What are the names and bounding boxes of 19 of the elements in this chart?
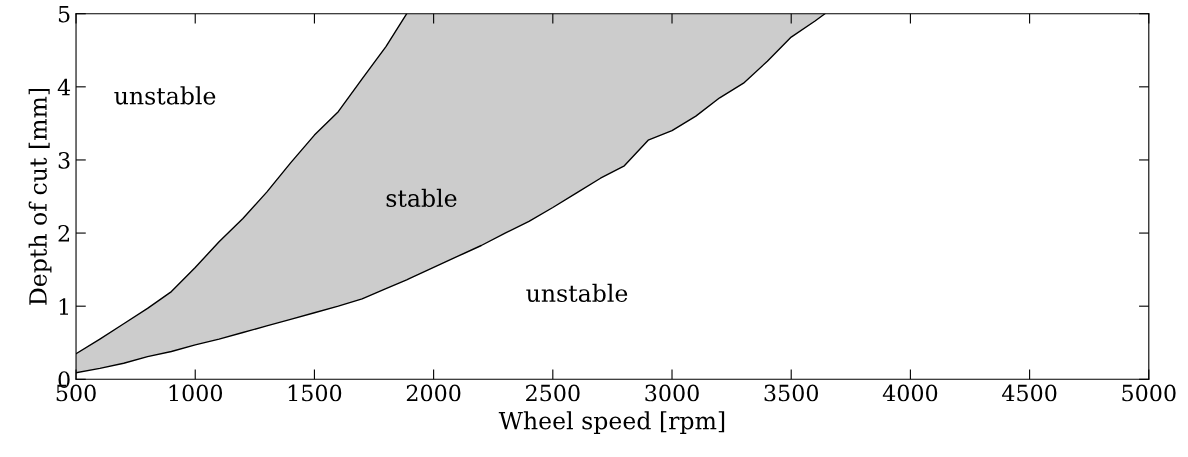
y-tick-label: 5 — [58, 5, 70, 23]
y-tick-label: 3 — [58, 151, 70, 169]
x-tick-label: 2500 — [526, 384, 580, 402]
x-tick-label: 5000 — [1122, 384, 1176, 402]
x-axis-title: Wheel speed [rpm] — [498, 411, 725, 435]
annotation: stable — [386, 188, 457, 208]
x-tick-label: 3000 — [645, 384, 699, 402]
x-tick-label: 1500 — [288, 384, 342, 402]
y-tick-label: 2 — [58, 225, 69, 242]
y-tick-label: 4 — [57, 78, 71, 96]
annotation: unstable — [114, 86, 216, 105]
y-axis-title: Depth of cut [mm] — [28, 88, 52, 305]
y-tick-label: 1 — [59, 298, 69, 315]
x-tick-label: 2000 — [406, 384, 461, 402]
x-tick-label: 3500 — [764, 384, 819, 402]
x-tick-label: 1000 — [169, 384, 223, 402]
annotation: unstable — [526, 283, 628, 303]
x-tick-label: 4500 — [1002, 384, 1057, 402]
x-tick-label: 4000 — [882, 384, 938, 402]
